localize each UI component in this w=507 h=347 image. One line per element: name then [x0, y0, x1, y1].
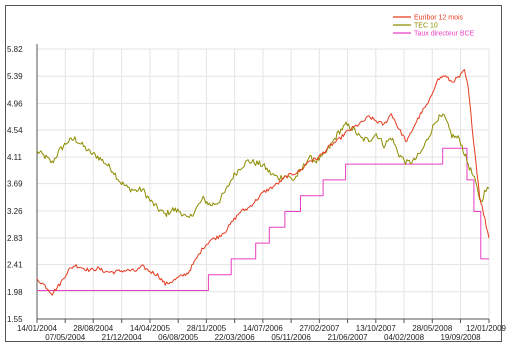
- legend-label-tec-10: TEC 10: [414, 23, 438, 30]
- legend-label-taux-directeur-bce: Taux directeur BCE: [414, 31, 475, 38]
- x-tick-label: 07/05/2004: [45, 333, 86, 342]
- y-tick-label: 2.41: [7, 261, 23, 270]
- x-tick-label: 13/10/2007: [356, 324, 397, 333]
- chart-frame: [5, 5, 502, 342]
- x-tick-label: 21/06/2007: [328, 333, 369, 342]
- y-tick-label: 3.26: [7, 207, 23, 216]
- x-tick-label: 21/12/2004: [102, 333, 143, 342]
- y-tick-label: 1.98: [7, 288, 23, 297]
- y-tick-label: 5.82: [7, 45, 23, 54]
- x-tick-label: 14/07/2006: [243, 324, 284, 333]
- y-tick-label: 2.83: [7, 234, 23, 243]
- y-tick-label: 4.11: [7, 153, 23, 162]
- legend-label-euribor-12-mois: Euribor 12 mois: [414, 15, 464, 22]
- x-tick-label: 14/01/2004: [17, 324, 58, 333]
- x-tick-label: 19/09/2008: [440, 333, 481, 342]
- x-tick-label: 04/02/2008: [384, 333, 425, 342]
- x-tick-label: 28/08/2004: [73, 324, 114, 333]
- series-line-taux-directeur-bce: [37, 147, 489, 291]
- x-tick-label: 22/03/2006: [215, 333, 256, 342]
- x-tick-label: 14/04/2005: [130, 324, 171, 333]
- x-tick-label: 12/01/2009: [466, 324, 507, 333]
- y-tick-label: 3.69: [7, 180, 23, 189]
- y-tick-label: 4.96: [7, 99, 23, 108]
- x-tick-label: 27/02/2007: [299, 324, 340, 333]
- y-tick-label: 4.54: [7, 126, 23, 135]
- series-line-tec-10: [36, 113, 490, 218]
- x-tick-label: 28/11/2005: [187, 324, 227, 333]
- x-tick-label: 28/05/2008: [412, 324, 453, 333]
- x-tick-label: 05/11/2006: [271, 333, 311, 342]
- series-line-euribor-12-mois: [36, 69, 490, 296]
- y-tick-label: 5.39: [7, 72, 23, 81]
- y-tick-label: 1.55: [7, 315, 23, 324]
- x-tick-label: 06/08/2005: [158, 333, 199, 342]
